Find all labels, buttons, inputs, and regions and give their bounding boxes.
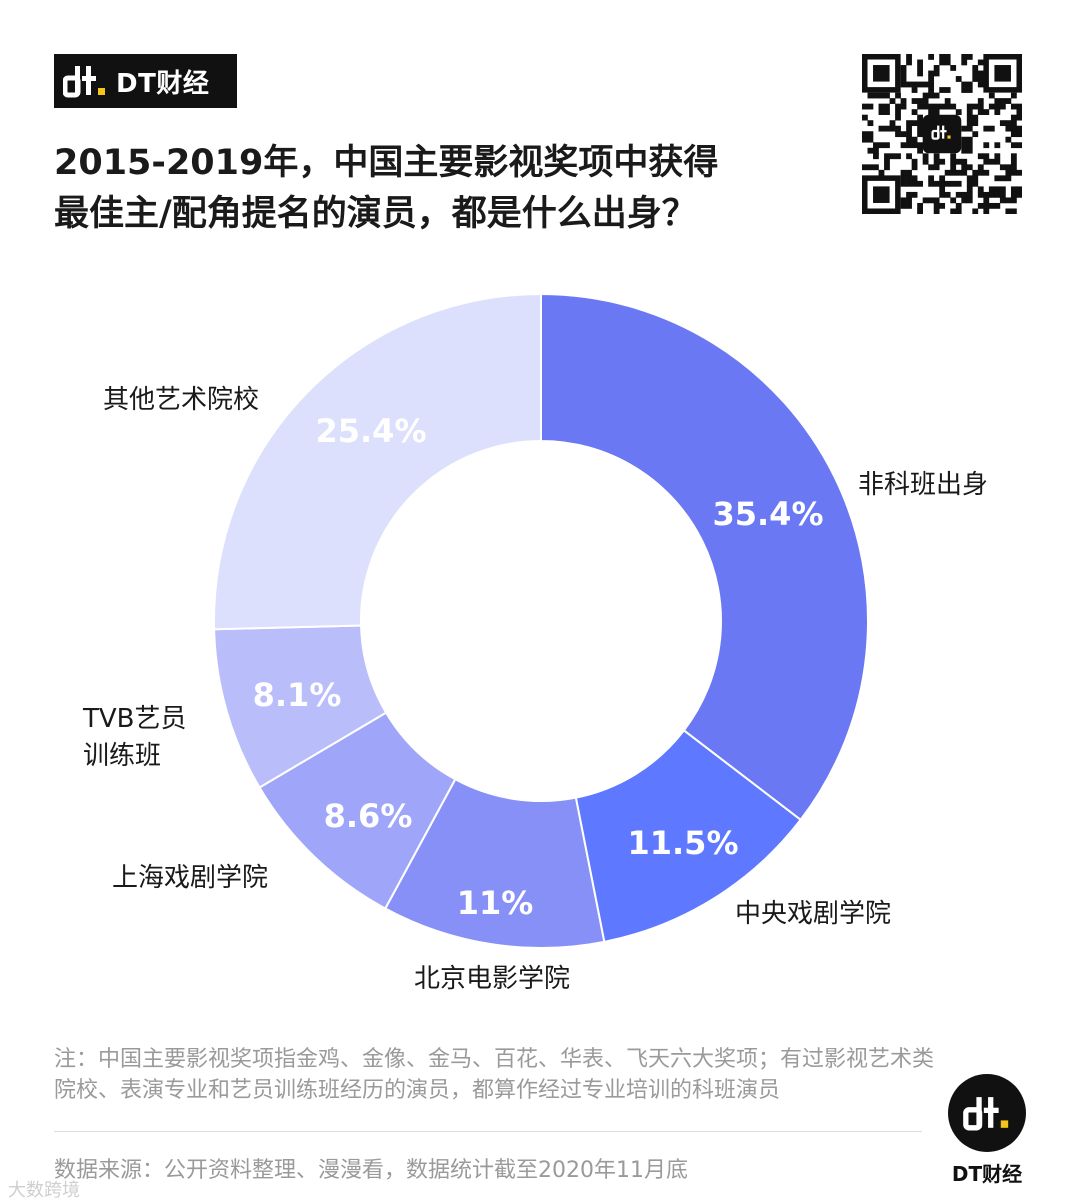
footer-brand-name: DT财经: [951, 1162, 1023, 1186]
dt-logo-icon: [948, 1074, 1026, 1152]
qr-code-icon: [862, 54, 1023, 215]
slice-qi-ta: [213, 292, 542, 631]
category-label-tvb: TVB艺员训练班: [82, 704, 187, 771]
category-label-shang-xi: 上海戏剧学院: [112, 863, 268, 893]
category-label-fei-ke-ban: 非科班出身: [858, 470, 988, 500]
value-label-qi-ta: 25.4%: [315, 412, 426, 450]
dt-logo-icon: [54, 54, 116, 108]
brand-name: DT财经: [116, 68, 210, 99]
category-label-bei-dian: 北京电影学院: [414, 964, 570, 994]
category-label-qi-ta: 其他艺术院校: [103, 385, 259, 415]
slice-fei-ke-ban: [540, 292, 869, 822]
brand-badge: DT财经: [54, 54, 237, 108]
corner-watermark: 大数跨境: [8, 1180, 80, 1201]
footnote: 注：中国主要影视奖项指金鸡、金像、金马、百花、华表、飞天六大奖项；有过影视艺术类…: [54, 1047, 935, 1103]
divider: [54, 1131, 922, 1132]
category-label-zhong-xi: 中央戏剧学院: [735, 899, 891, 929]
value-label-tvb: 8.1%: [253, 676, 342, 714]
page-title: 2015-2019年，中国主要影视奖项中获得 最佳主/配角提名的演员，都是什么出…: [54, 138, 814, 240]
value-label-bei-dian: 11%: [457, 884, 534, 922]
value-label-fei-ke-ban: 35.4%: [712, 495, 823, 533]
value-label-shang-xi: 8.6%: [324, 797, 413, 835]
title-line-1: 2015-2019年，中国主要影视奖项中获得: [54, 143, 719, 183]
data-source: 数据来源：公开资料整理、漫漫看，数据统计截至2020年11月底: [54, 1158, 688, 1183]
value-label-zhong-xi: 11.5%: [627, 824, 738, 862]
title-line-2: 最佳主/配角提名的演员，都是什么出身？: [54, 194, 697, 234]
